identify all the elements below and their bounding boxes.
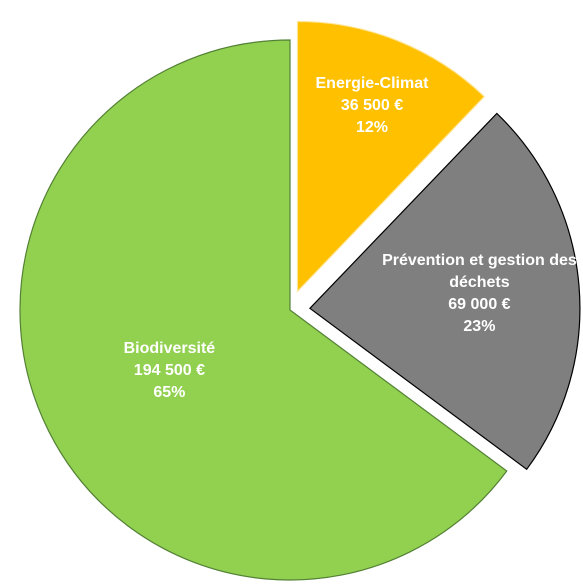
percent-label: 65% [153,383,186,401]
pie-slice [19,39,508,581]
pie-slice [296,20,486,293]
pie-slice [309,112,581,471]
value-label: 36 500 € [340,97,404,115]
percent-label: 12% [355,119,388,137]
value-label: 69 000 € [448,296,511,314]
slice-label: Energie-Climat 36 500 € 12% [277,73,467,139]
percent-label: 23% [463,318,496,336]
category-label: Biodiversité [123,339,216,357]
category-label: Energie-Climat [315,75,429,93]
category-label: Prévention et gestion des déchets [382,252,577,292]
slice-label: Biodiversité 194 500 € 65% [89,338,249,404]
value-label: 194 500 € [133,361,205,379]
slice-label: Prévention et gestion des déchets 69 000 … [379,250,579,338]
